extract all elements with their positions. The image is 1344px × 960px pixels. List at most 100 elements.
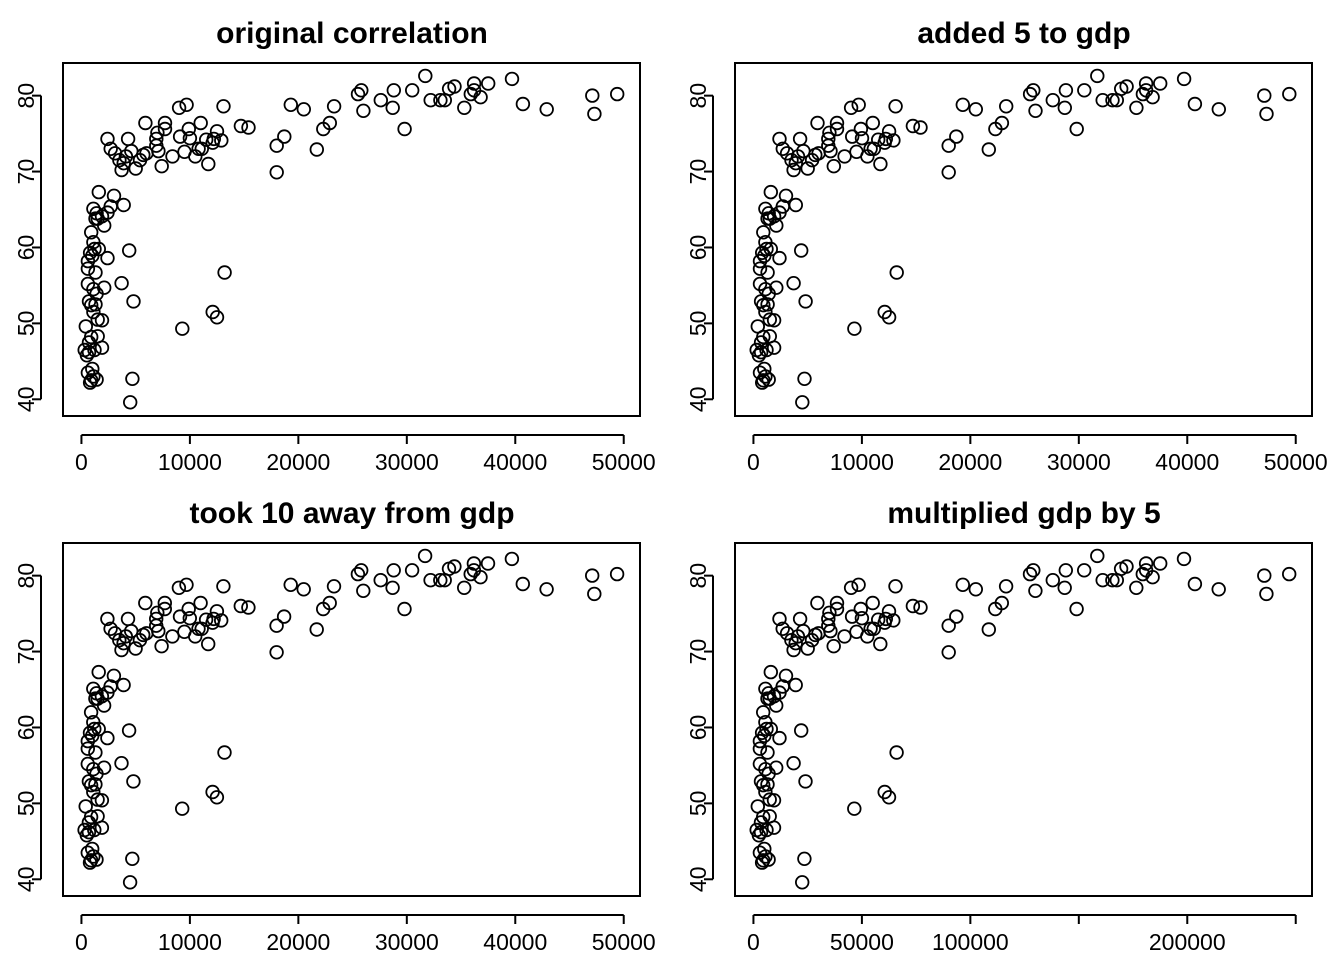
scatter-point [126, 294, 141, 309]
scatter-point [233, 598, 249, 614]
scatter-point [865, 595, 880, 611]
scatter-point [126, 774, 141, 789]
scatter-point [106, 188, 122, 204]
scatter-point [397, 601, 412, 617]
scatter-point [182, 130, 198, 146]
scatter-point [150, 125, 165, 141]
x-tick-label: 0 [747, 449, 760, 475]
scatter-point [1145, 570, 1160, 585]
scatter-point [769, 280, 784, 295]
scatter-point [356, 583, 371, 599]
scatter-point [350, 86, 366, 102]
scatter-point [87, 721, 102, 737]
scatter-point [587, 586, 602, 602]
scatter-point [844, 609, 860, 624]
scatter-point [504, 71, 520, 87]
scatter-point [116, 155, 131, 171]
scatter-point [998, 579, 1014, 594]
scatter-point [941, 618, 956, 633]
y-tick-label: 50 [685, 311, 711, 337]
scatter-point [157, 601, 173, 617]
scatter-point [766, 340, 782, 355]
scatter-point [760, 297, 775, 312]
scatter-point [829, 121, 845, 137]
scatter-point [750, 799, 766, 814]
scatter-point [981, 142, 997, 157]
x-tick-label: 0 [747, 929, 760, 955]
scatter-point [1090, 548, 1105, 564]
scatter-point [775, 141, 791, 157]
scatter-point [504, 551, 520, 567]
scatter-point [758, 849, 773, 864]
y-tick-label: 60 [13, 235, 39, 261]
scatter-point [157, 115, 173, 131]
scatter-point [941, 645, 956, 660]
scatter-point [206, 611, 221, 627]
scatter-point [750, 319, 766, 334]
scatter-point [759, 822, 774, 838]
scatter-point [837, 629, 852, 644]
scatter-point [866, 621, 882, 637]
scatter-point [283, 577, 298, 593]
scatter-point [778, 668, 794, 684]
scatter-point [871, 132, 886, 147]
scatter-point [1105, 573, 1120, 588]
scatter-point [154, 639, 169, 654]
scatter-point [539, 582, 554, 597]
y-tick-label: 70 [13, 639, 39, 665]
scatter-point [1257, 88, 1272, 103]
scatter-point [296, 582, 311, 597]
y-tick-label: 50 [685, 791, 711, 817]
scatter-point [94, 340, 110, 355]
x-tick-label: 200000 [1149, 929, 1226, 955]
scatter-point [758, 784, 773, 800]
scatter-point [766, 793, 782, 808]
scatter-point [769, 760, 784, 775]
scatter-point [480, 556, 496, 571]
x-tick-label: 50000 [830, 929, 894, 955]
scatter-point [385, 100, 400, 116]
scatter-point [778, 188, 794, 204]
scatter-point [888, 579, 903, 594]
plot-frame [734, 62, 1313, 417]
scatter-point [761, 206, 776, 221]
scatter-point [89, 206, 104, 221]
scatter-point [216, 99, 231, 114]
scatter-point [103, 141, 118, 157]
scatter-point [1022, 566, 1038, 582]
scatter-point [151, 623, 166, 639]
scatter-point [766, 313, 782, 328]
y-tick-label: 80 [13, 563, 39, 589]
scatter-point [878, 131, 894, 147]
scatter-point [356, 103, 371, 119]
scatter-point [397, 121, 412, 137]
scatter-point [350, 566, 366, 582]
scatter-point [763, 664, 779, 680]
scatter-point [86, 715, 101, 730]
scatter-point [949, 129, 964, 144]
scatter-point [128, 161, 143, 176]
scatter-point [889, 265, 904, 280]
scatter-point [794, 243, 809, 258]
scatter-point [1211, 582, 1226, 597]
scatter-point [326, 579, 342, 594]
scatter-point [386, 83, 402, 98]
scatter-point [758, 234, 773, 250]
scatter-point [760, 745, 775, 760]
scatter-point [775, 621, 790, 637]
scatter-point [955, 577, 971, 593]
plot-frame [62, 542, 641, 897]
scatter-point [94, 793, 110, 808]
scatter-point [881, 124, 897, 139]
scatter-point [1057, 580, 1072, 596]
scatter-point [179, 97, 194, 113]
scatter-point [94, 313, 110, 328]
scatter-point [188, 149, 203, 164]
scatter-point [433, 573, 448, 588]
scatter-point [843, 100, 859, 116]
scatter-point [968, 582, 984, 597]
scatter-point [905, 118, 921, 134]
scatter-point [150, 605, 165, 621]
scatter-point [786, 276, 801, 291]
scatter-point [457, 100, 472, 116]
